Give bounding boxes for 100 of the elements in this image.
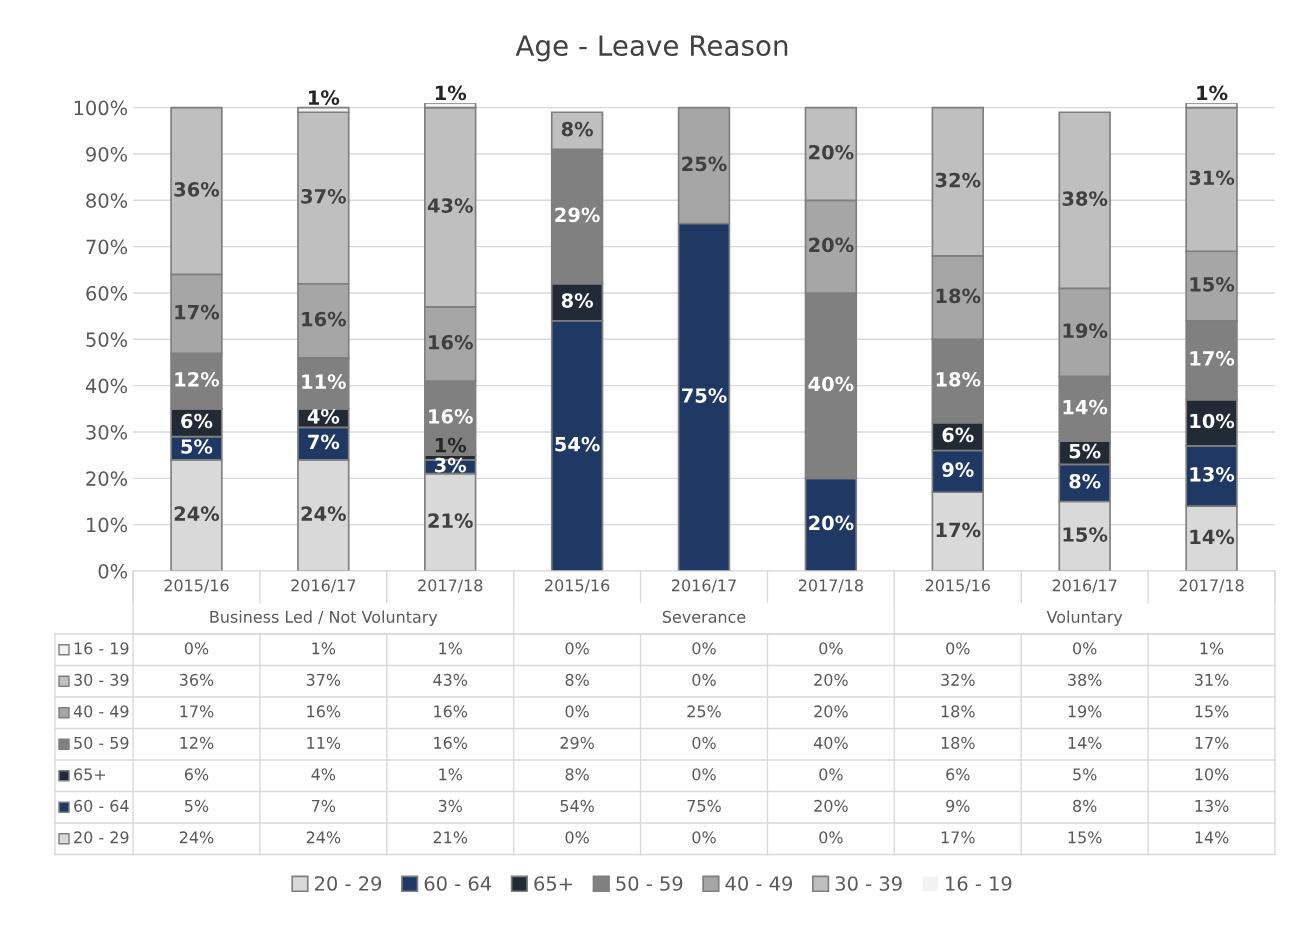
text: 16 - 19	[946, 876, 1012, 891]
text: 13%	[1190, 466, 1235, 482]
text: Business Led / Not Voluntary	[210, 610, 438, 626]
data-label: 43%	[433, 673, 468, 686]
data-label: 25%	[687, 705, 721, 718]
data-label: 0%	[692, 736, 716, 749]
text: 3%	[435, 457, 467, 473]
x-tick-label: 2015/16	[925, 579, 990, 593]
data-label: 5%	[1073, 768, 1097, 781]
data-label: 14%	[1195, 831, 1229, 844]
x-tick-label: 2015/16	[545, 579, 610, 593]
data-label: 10%	[1195, 768, 1229, 781]
text: 8%	[1069, 473, 1101, 489]
legend-label: 40 - 49	[73, 705, 129, 718]
data-label: 0%	[692, 768, 716, 781]
data-label: 13%	[1195, 799, 1229, 812]
text: 20%	[809, 237, 854, 253]
text: 30 - 39	[835, 876, 902, 891]
text: 43%	[427, 198, 473, 213]
text: 32%	[935, 172, 981, 188]
text: 1%	[309, 90, 340, 105]
data-label: 1%	[439, 768, 463, 781]
data-label: 6%	[184, 768, 209, 781]
text: 20 - 29	[315, 876, 382, 891]
data-label: 19%	[1068, 705, 1102, 718]
text: 9%	[942, 462, 974, 478]
text: 54%	[555, 436, 600, 452]
data-label: 0%	[819, 768, 843, 781]
y-tick-label: 60%	[86, 285, 128, 301]
text: 5%	[181, 439, 213, 454]
text: 11%	[302, 374, 346, 389]
y-tick-label: 100%	[74, 100, 128, 116]
text: 15%	[1063, 527, 1108, 542]
y-tick-label: 10%	[87, 517, 128, 533]
text: 75%	[682, 388, 727, 403]
legend-label: 50 - 59	[74, 736, 129, 749]
data-label: 16%	[307, 705, 341, 718]
data-label: 14%	[1068, 736, 1102, 749]
data-label: 75%	[687, 799, 721, 812]
x-tick-label: 2017/18	[418, 579, 483, 593]
data-label: 0%	[565, 831, 589, 844]
data-label: 36%	[179, 673, 214, 686]
text: 60 - 64	[424, 876, 492, 891]
text: Severance	[662, 610, 746, 623]
data-label: 7%	[311, 799, 336, 812]
text: 29%	[555, 207, 600, 223]
y-tick-label: 90%	[86, 146, 128, 162]
text: 16%	[302, 311, 346, 327]
text: 17%	[936, 522, 981, 538]
data-label: 0%	[565, 705, 589, 718]
text: 16%	[429, 409, 473, 424]
text: 1%	[435, 437, 467, 453]
text: 38%	[1062, 191, 1108, 206]
data-label: 16%	[434, 736, 468, 749]
data-label: 15%	[1195, 705, 1229, 718]
text: 40%	[808, 376, 854, 392]
text: 15%	[1190, 276, 1235, 292]
data-label: 0%	[565, 642, 589, 655]
data-label: 5%	[185, 799, 209, 812]
y-tick-label: 70%	[86, 239, 128, 255]
data-label: 1%	[1200, 642, 1224, 655]
data-label: 17%	[1195, 736, 1229, 749]
y-tick-label: 80%	[86, 193, 128, 208]
x-tick-label: 2016/17	[671, 579, 736, 593]
data-label: 31%	[1195, 673, 1229, 686]
text: 8%	[561, 293, 593, 308]
text: 19%	[1063, 323, 1108, 339]
data-label: 8%	[565, 768, 589, 781]
text: 12%	[175, 371, 220, 387]
data-label: 24%	[179, 831, 214, 844]
data-label: 9%	[946, 799, 970, 812]
text: 50 - 59	[616, 876, 683, 891]
data-label: 38%	[1068, 673, 1102, 686]
chart-title: Age - Leave Reason	[515, 35, 788, 62]
text: 21%	[428, 513, 473, 528]
text: 5%	[1069, 443, 1101, 459]
legend-label: 65+	[74, 768, 106, 781]
data-label: 0%	[184, 642, 209, 655]
x-tick-label: 2016/17	[291, 579, 356, 593]
text: 20%	[809, 515, 854, 531]
x-tick-label: 2016/17	[1052, 579, 1117, 593]
text: 14%	[1190, 529, 1235, 545]
legend-label: 30 - 39	[74, 673, 129, 686]
text: 31%	[1189, 170, 1235, 186]
data-label: 29%	[560, 736, 594, 749]
data-label: 40%	[813, 736, 848, 749]
data-label: 8%	[565, 673, 589, 686]
data-label: 17%	[180, 705, 214, 718]
text: 1%	[435, 85, 467, 101]
x-tick-label: 2015/16	[164, 579, 229, 593]
data-label: 4%	[311, 768, 336, 781]
data-label: 0%	[692, 673, 716, 686]
data-label: 18%	[941, 705, 975, 718]
text: 20%	[809, 144, 854, 160]
text: 24%	[301, 506, 346, 522]
y-tick-label: 30%	[86, 424, 128, 440]
data-label: 6%	[946, 768, 970, 781]
data-label: 0%	[692, 831, 716, 844]
data-label: 17%	[941, 831, 975, 844]
text: 18%	[936, 371, 981, 387]
